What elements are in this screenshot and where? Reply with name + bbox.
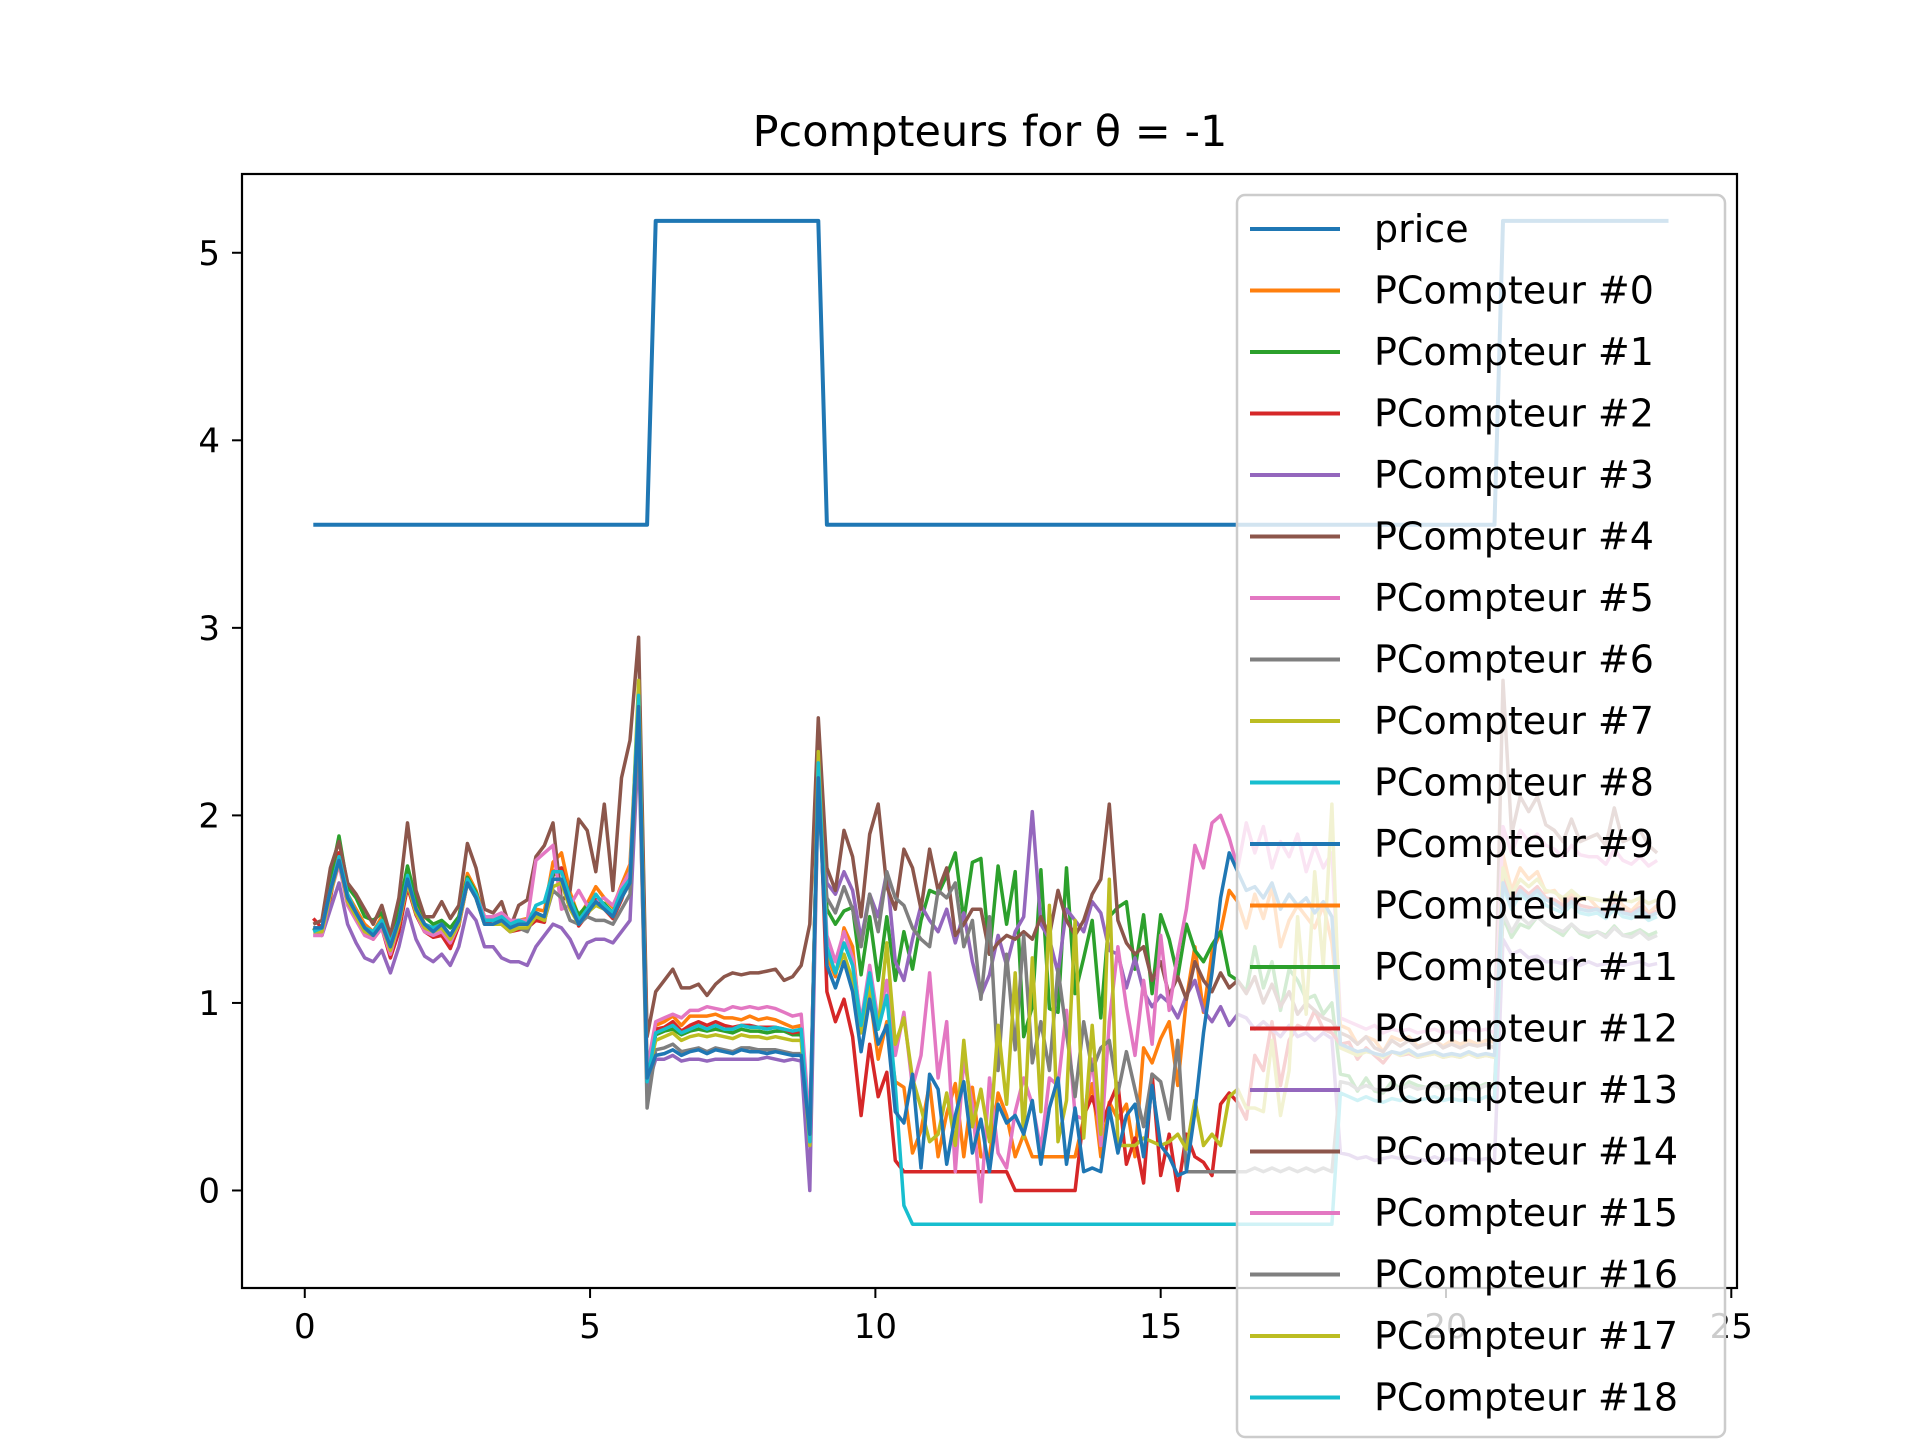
legend-label: PCompteur #18 (1374, 1376, 1678, 1420)
legend-label: PCompteur #12 (1374, 1007, 1678, 1051)
x-tick-label: 5 (579, 1307, 601, 1347)
legend-label: PCompteur #3 (1374, 453, 1654, 497)
legend-label: PCompteur #13 (1374, 1068, 1678, 1112)
legend-label: PCompteur #0 (1374, 269, 1654, 313)
y-tick-label: 4 (198, 421, 220, 461)
y-tick-label: 0 (198, 1171, 220, 1211)
plot-frame (240, 172, 1739, 1290)
x-tick-label: 15 (1139, 1307, 1182, 1347)
legend-label: PCompteur #4 (1374, 515, 1654, 559)
legend-label: PCompteur #11 (1374, 945, 1678, 989)
y-tick-label: 5 (198, 234, 220, 274)
legend-label: PCompteur #15 (1374, 1191, 1678, 1235)
legend-label: PCompteur #10 (1374, 884, 1678, 928)
legend-label: PCompteur #1 (1374, 330, 1654, 374)
legend-label: PCompteur #7 (1374, 699, 1654, 743)
legend: price PCompteur #0 PCompteur #1 PCompteur #… (1235, 193, 1727, 1439)
chart-title: Pcompteurs for θ = -1 (753, 107, 1228, 157)
y-tick-label: 1 (198, 984, 220, 1024)
legend-label: PCompteur #6 (1374, 638, 1654, 682)
legend-label: PCompteur #5 (1374, 576, 1654, 620)
legend-label: price (1374, 207, 1469, 251)
x-tick-label: 0 (294, 1307, 316, 1347)
legend-label: PCompteur #8 (1374, 761, 1654, 805)
legend-label: PCompteur #14 (1374, 1130, 1678, 1174)
legend-label: PCompteur #9 (1374, 822, 1654, 866)
legend-label: PCompteur #17 (1374, 1314, 1678, 1358)
y-tick-label: 3 (198, 609, 220, 649)
y-tick-label: 2 (198, 796, 220, 836)
legend-label: PCompteur #2 (1374, 392, 1654, 436)
legend-box (1235, 193, 1727, 1439)
legend-label: PCompteur #16 (1374, 1253, 1678, 1297)
x-tick-label: 10 (854, 1307, 897, 1347)
